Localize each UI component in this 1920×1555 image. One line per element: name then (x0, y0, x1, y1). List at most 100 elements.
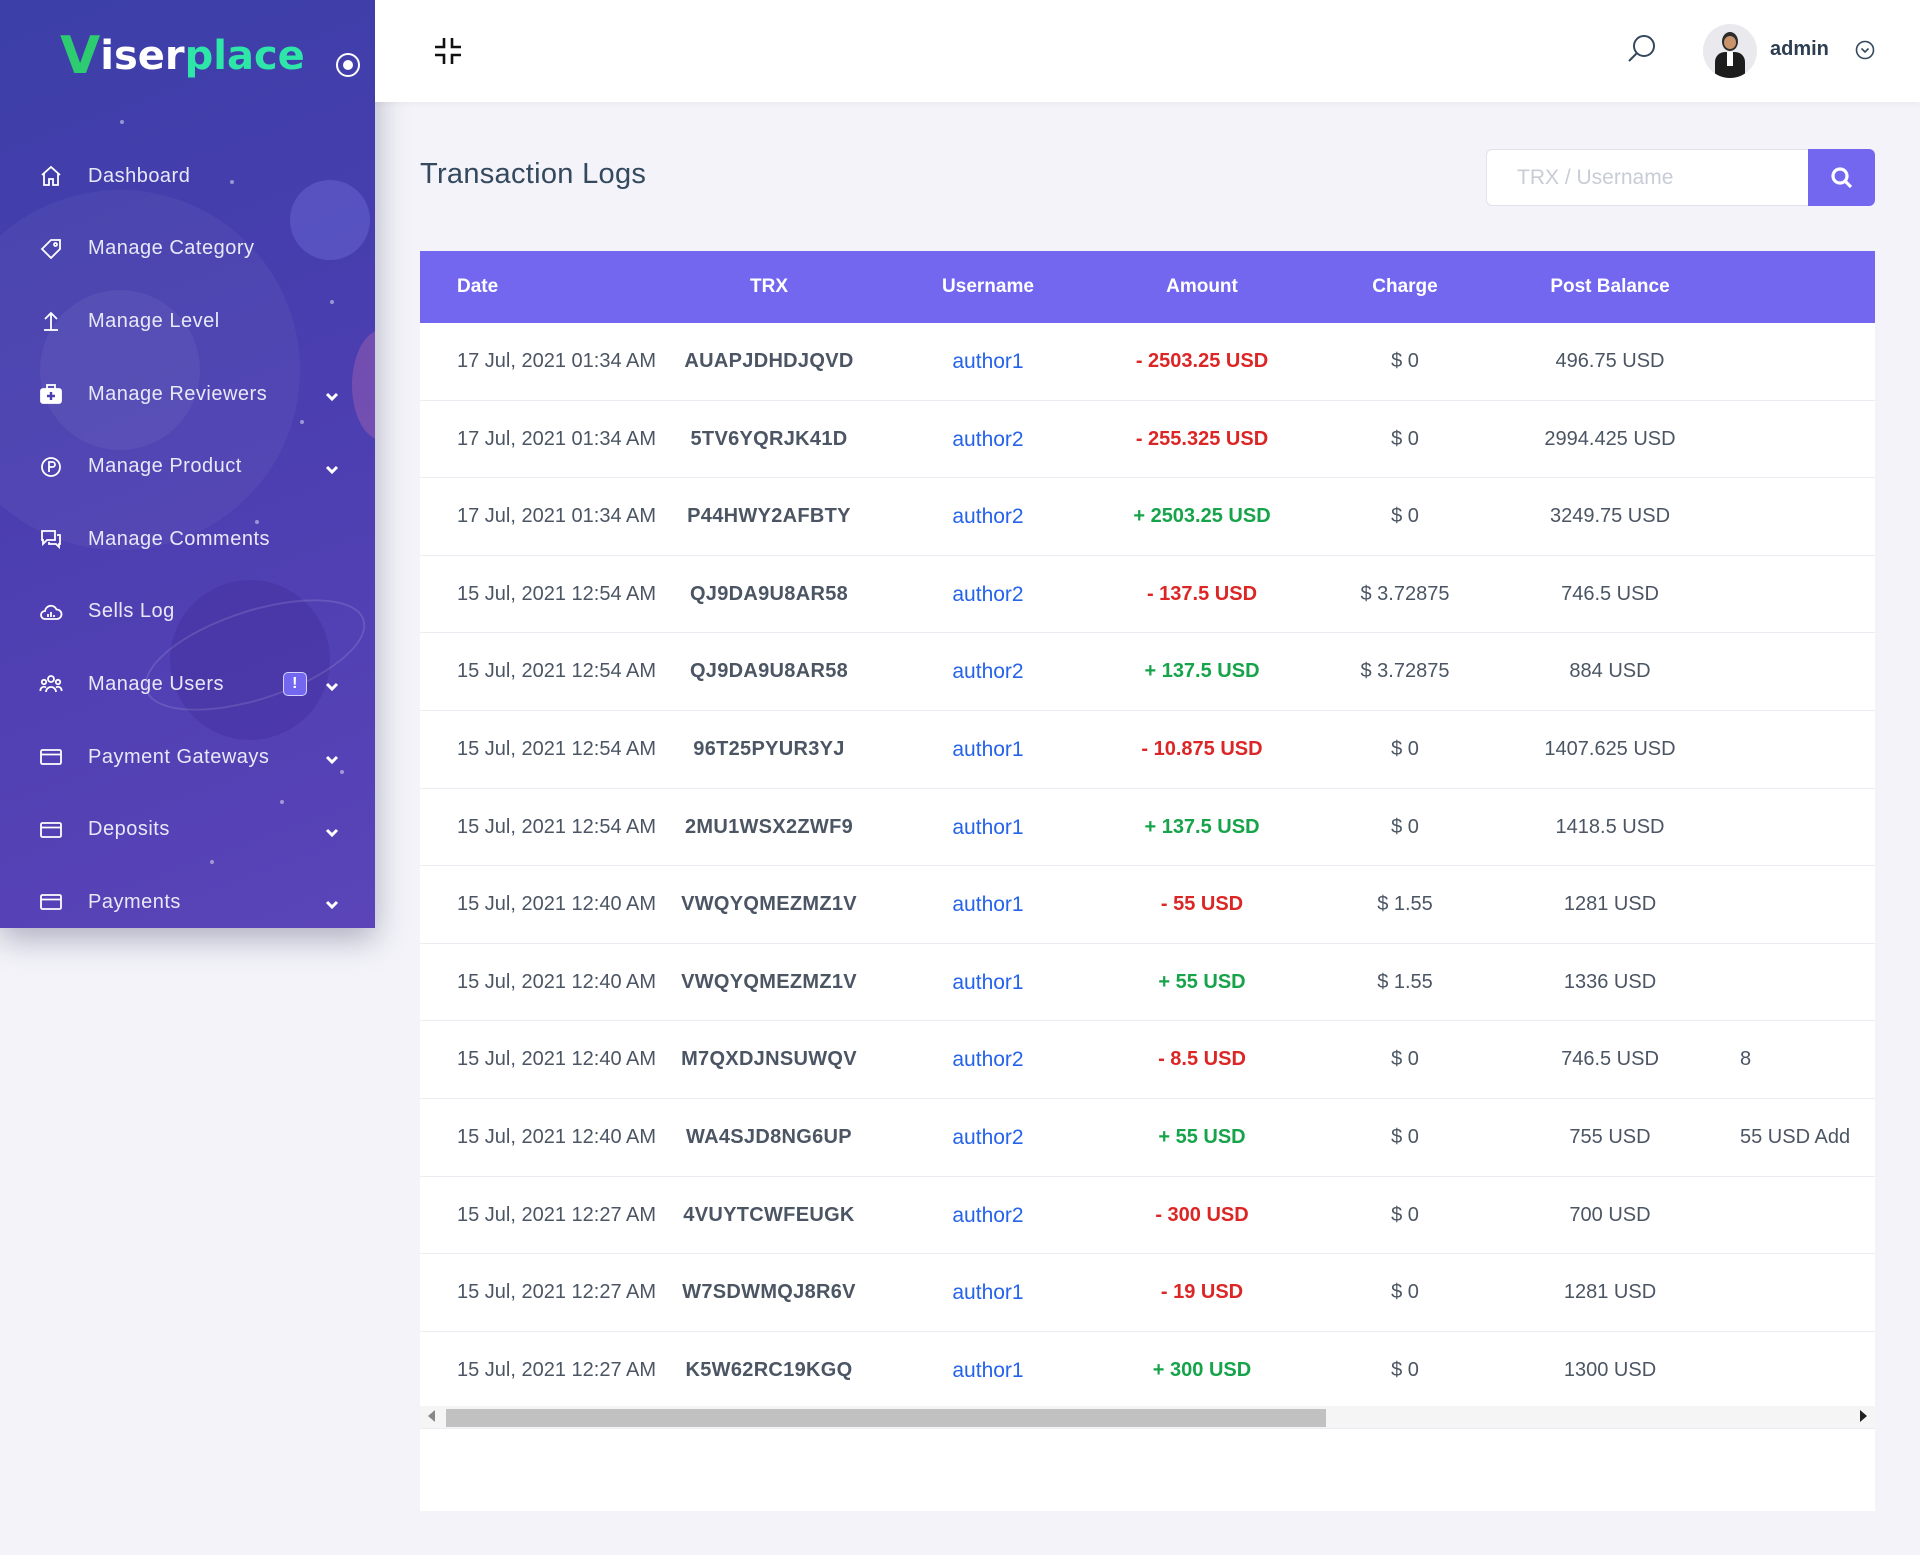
sidebar-item-manage-category[interactable]: Manage Category (0, 213, 375, 286)
sidebar-star (210, 860, 214, 864)
logo-text-green: place (184, 33, 305, 79)
cell-date: 15 Jul, 2021 12:54 AM (457, 660, 657, 683)
cell-post-balance: 496.75 USD (1555, 350, 1665, 372)
fullscreen-exit-icon[interactable] (432, 35, 464, 67)
column-header-charge: Charge (1372, 276, 1438, 297)
users-icon (38, 671, 64, 697)
cell-username-link[interactable]: author2 (952, 427, 1024, 451)
cell-post-balance: 755 USD (1569, 1125, 1651, 1148)
sidebar-star (340, 770, 344, 774)
table-row: 15 Jul, 2021 12:54 AM 2MU1WSX2ZWF9 author1… (420, 789, 1875, 867)
chevron-down-icon (325, 750, 339, 765)
cell-username-link[interactable]: author1 (952, 1281, 1024, 1305)
cell-username-link[interactable]: author2 (952, 660, 1024, 684)
sidebar-item-payments[interactable]: Payments (0, 866, 375, 928)
table-row: 15 Jul, 2021 12:27 AM W7SDWMQJ8R6V author1… (420, 1254, 1875, 1332)
column-header-post-balance: Post Balance (1550, 276, 1670, 297)
cell-date: 15 Jul, 2021 12:27 AM (457, 1358, 657, 1381)
cell-post-balance: 746.5 USD (1561, 582, 1659, 605)
scroll-left-arrow-icon[interactable] (428, 1410, 435, 1422)
scroll-right-arrow-icon[interactable] (1860, 1410, 1867, 1422)
cell-charge: $ 0 (1391, 1358, 1419, 1381)
chevron-down-icon (325, 895, 339, 910)
cell-amount: + 137.5 USD (1144, 660, 1260, 683)
cell-post-balance: 746.5 USD (1561, 1048, 1659, 1071)
cell-post-balance: 1281 USD (1563, 1281, 1657, 1304)
logo-v: V (60, 26, 101, 86)
sidebar-item-label: Manage Reviewers (88, 382, 268, 405)
chevron-circle-down-icon[interactable] (1855, 40, 1875, 60)
sidebar-item-payment-gateways[interactable]: Payment Gateways (0, 721, 375, 794)
cell-date: 17 Jul, 2021 01:34 AM (457, 427, 657, 450)
cell-amount: - 8.5 USD (1158, 1048, 1246, 1071)
cell-charge: $ 0 (1391, 737, 1419, 760)
chevron-down-icon (325, 460, 339, 474)
cell-trx: 96T25PYUR3YJ (693, 737, 845, 760)
cell-username-link[interactable]: author2 (952, 1048, 1024, 1072)
sidebar-item-dashboard[interactable]: Dashboard (0, 140, 375, 213)
column-header-amount: Amount (1166, 276, 1238, 297)
sidebar-star (255, 520, 259, 524)
table-row: 15 Jul, 2021 12:40 AM VWQYQMEZMZ1V author1… (420, 866, 1875, 944)
cell-trx: WA4SJD8NG6UP (686, 1125, 852, 1148)
cell-trx: W7SDWMQJ8R6V (682, 1281, 856, 1304)
cell-username-link[interactable]: author1 (952, 737, 1024, 761)
cell-date: 15 Jul, 2021 12:54 AM (457, 737, 657, 760)
cell-username-link[interactable]: author2 (952, 1203, 1024, 1227)
cell-username-link[interactable]: author1 (952, 815, 1024, 839)
table-row: 15 Jul, 2021 12:27 AM K5W62RC19KGQ author1… (420, 1332, 1875, 1410)
sidebar-item-deposits[interactable]: Deposits (0, 793, 375, 866)
search-button[interactable] (1808, 149, 1875, 206)
sidebar-item-manage-comments[interactable]: Manage Comments (0, 503, 375, 576)
cell-username-link[interactable]: author1 (952, 1358, 1024, 1382)
sidebar-item-label: Sells Log (88, 600, 175, 623)
cell-amount: + 300 USD (1152, 1358, 1252, 1381)
sidebar-item-manage-level[interactable]: Manage Level (0, 285, 375, 358)
cell-date: 15 Jul, 2021 12:54 AM (457, 582, 657, 605)
cloud-icon (38, 599, 64, 625)
sidebar-item-sells-log[interactable]: Sells Log (0, 576, 375, 649)
cell-charge: $ 3.72875 (1360, 660, 1450, 683)
cell-date: 15 Jul, 2021 12:27 AM (457, 1203, 657, 1226)
cell-username-link[interactable]: author1 (952, 970, 1024, 994)
search-icon (1830, 166, 1854, 190)
sidebar-item-manage-users[interactable]: Manage Users ! (0, 648, 375, 721)
cell-charge: $ 0 (1391, 1203, 1419, 1226)
search-icon[interactable] (1625, 32, 1659, 66)
cell-date: 15 Jul, 2021 12:27 AM (457, 1281, 657, 1304)
sidebar-toggle-button[interactable] (336, 53, 360, 77)
logo-text: iserplace (100, 36, 305, 76)
cell-post-balance: 700 USD (1569, 1203, 1651, 1226)
avatar[interactable] (1703, 24, 1757, 78)
sidebar-star (300, 420, 304, 424)
search-form (1486, 149, 1875, 206)
chevron-down-icon (325, 677, 339, 692)
transactions-table: Date TRX Username Amount Charge Post Bal… (420, 251, 1875, 1511)
cell-trx: 4VUYTCWFEUGK (683, 1203, 855, 1226)
card-icon (38, 889, 64, 915)
cell-trx: VWQYQMEZMZ1V (681, 970, 857, 993)
sidebar-item-manage-reviewers[interactable]: Manage Reviewers (0, 358, 375, 431)
cell-amount: - 300 USD (1155, 1203, 1249, 1226)
cell-username-link[interactable]: author2 (952, 505, 1024, 529)
cell-post-balance: 2994.425 USD (1544, 427, 1676, 450)
card-icon (38, 817, 64, 843)
scrollbar-thumb[interactable] (446, 1409, 1326, 1427)
cell-username-link[interactable]: author1 (952, 350, 1024, 373)
cell-username-link[interactable]: author2 (952, 1125, 1024, 1149)
table-body: 17 Jul, 2021 01:34 AM AUAPJDHDJQVD author1… (420, 323, 1875, 1410)
sidebar-item-label: Deposits (88, 818, 170, 841)
sidebar-item-label: Manage Comments (88, 527, 271, 550)
brand-logo[interactable]: V iserplace (60, 28, 305, 84)
table-row: 15 Jul, 2021 12:54 AM QJ9DA9U8AR58 author2… (420, 633, 1875, 711)
sidebar-star (280, 800, 284, 804)
cell-amount: + 55 USD (1158, 1125, 1246, 1148)
sidebar-item-manage-product[interactable]: Manage Product (0, 430, 375, 503)
cell-username-link[interactable]: author1 (952, 893, 1024, 917)
user-name[interactable]: admin (1770, 38, 1829, 60)
table-row: 15 Jul, 2021 12:40 AM VWQYQMEZMZ1V author1… (420, 944, 1875, 1022)
search-input[interactable] (1486, 149, 1808, 206)
comments-icon (38, 526, 64, 552)
cell-username-link[interactable]: author2 (952, 582, 1024, 606)
horizontal-scrollbar[interactable] (420, 1406, 1875, 1428)
